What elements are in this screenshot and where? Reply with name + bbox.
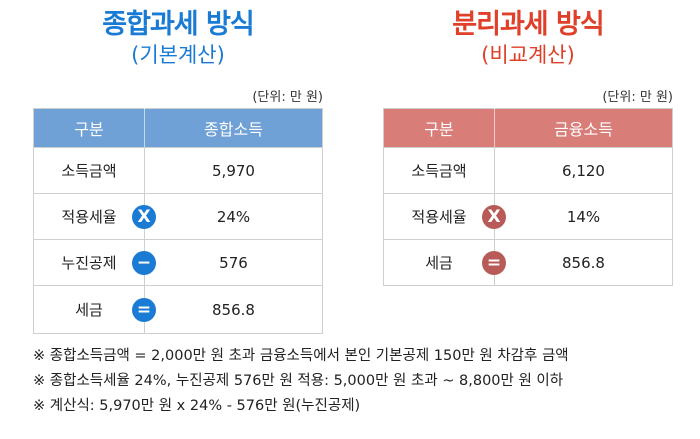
header-income-type: 종합소득 — [144, 108, 323, 148]
table-row: 세금 = 856.8 — [33, 285, 323, 334]
table-row: 누진공제 − 576 — [33, 239, 323, 286]
separate-tax-subtitle: (비교계산) — [481, 43, 575, 67]
row-value: 24% — [144, 193, 323, 240]
separate-tax-title: 분리과세 방식 — [452, 9, 604, 40]
row-label: 적용세율 X — [383, 193, 506, 240]
table-header-row: 구분 종합소득 — [33, 108, 323, 148]
multiply-icon: X — [132, 204, 156, 229]
row-label: 세금 = — [33, 285, 156, 334]
unit-label: (단위: 만 원) — [602, 90, 673, 105]
table-row: 소득금액 5,970 — [33, 147, 323, 194]
header-income-type: 금융소득 — [494, 108, 673, 148]
minus-icon: − — [132, 250, 156, 275]
row-label: 소득금액 — [33, 147, 145, 194]
row-label: 누진공제 − — [33, 239, 156, 286]
footnote: ※ 종합소득세율 24%, 누진공제 576만 원 적용: 5,000만 원 초… — [33, 373, 564, 389]
footnotes: ※ 종합소득금액 = 2,000만 원 초과 금융소득에서 본인 기본공제 15… — [33, 344, 683, 419]
multiply-icon: X — [482, 204, 506, 229]
table-header-row: 구분 금융소득 — [383, 108, 673, 148]
comprehensive-tax-panel: 종합과세 방식 (기본계산) (단위: 만 원) 구분 종합소득 소득금액 5,… — [33, 0, 323, 334]
header-category: 구분 — [33, 108, 145, 148]
comprehensive-tax-subtitle: (기본계산) — [131, 43, 225, 67]
table-row: 세금 = 856.8 — [383, 239, 673, 286]
row-value: 5,970 — [144, 147, 323, 194]
separate-tax-panel: 분리과세 방식 (비교계산) (단위: 만 원) 구분 금융소득 소득금액 6,… — [383, 0, 673, 286]
equals-icon: = — [482, 250, 506, 275]
row-value: 6,120 — [494, 147, 673, 194]
row-label: 세금 = — [383, 239, 506, 286]
row-label: 적용세율 X — [33, 193, 156, 240]
separate-tax-table: 구분 금융소득 소득금액 6,120 적용세율 X 14% 세금 = 856.8 — [383, 108, 673, 286]
row-label: 소득금액 — [383, 147, 495, 194]
footnote: ※ 종합소득금액 = 2,000만 원 초과 금융소득에서 본인 기본공제 15… — [33, 348, 569, 364]
row-value: 576 — [144, 239, 323, 286]
table-row: 적용세율 X 24% — [33, 193, 323, 240]
row-value: 856.8 — [144, 285, 323, 334]
header-category: 구분 — [383, 108, 495, 148]
table-row: 소득금액 6,120 — [383, 147, 673, 194]
comprehensive-tax-table: 구분 종합소득 소득금액 5,970 적용세율 X 24% 누진공제 − 576 세… — [33, 108, 323, 334]
row-value: 14% — [494, 193, 673, 240]
equals-icon: = — [132, 297, 156, 322]
table-row: 적용세율 X 14% — [383, 193, 673, 240]
comprehensive-tax-title: 종합과세 방식 — [102, 9, 254, 40]
unit-label: (단위: 만 원) — [252, 90, 323, 105]
footnote: ※ 계산식: 5,970만 원 x 24% - 576만 원(누진공제) — [33, 398, 361, 414]
row-value: 856.8 — [494, 239, 673, 286]
